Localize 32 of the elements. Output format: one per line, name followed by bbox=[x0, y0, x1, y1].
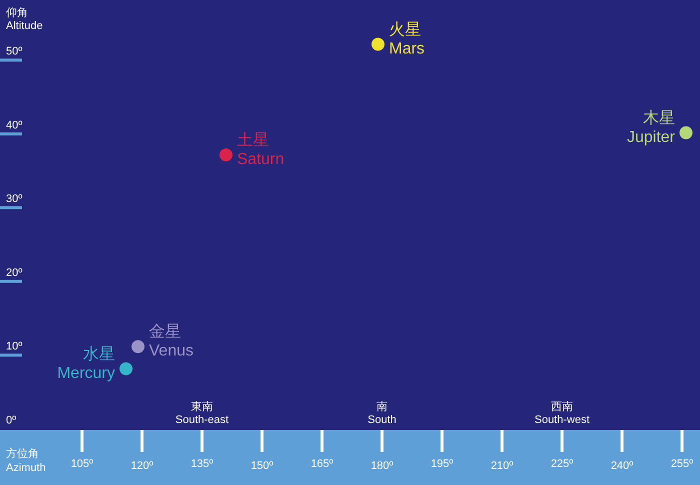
x-tick-label: 165º bbox=[310, 458, 334, 470]
y-tick-label: 20º bbox=[6, 266, 22, 279]
x-tick-label: 255º bbox=[670, 458, 694, 470]
point bbox=[120, 362, 132, 376]
point bbox=[372, 38, 384, 51]
x-tick-label: 150º bbox=[250, 460, 274, 472]
x-tick-label: 195º bbox=[430, 458, 454, 470]
y-tick-label: 40º bbox=[6, 119, 22, 132]
y-tick-label: 10º bbox=[6, 340, 22, 353]
point bbox=[220, 148, 232, 162]
x-tick-label: 240º bbox=[610, 460, 634, 472]
x-axis-title: 方位角 Azimuth bbox=[6, 447, 46, 474]
y-tick-label: 0º bbox=[6, 414, 16, 426]
x-tick-label: 225º bbox=[550, 458, 574, 470]
y-tick-label: 50º bbox=[6, 46, 22, 58]
x-tick-label: 105º bbox=[70, 458, 94, 470]
series-label: 木星 Jupiter bbox=[626, 108, 676, 146]
y-tick-label: 30º bbox=[6, 193, 22, 206]
series-label: 火星 Mars bbox=[389, 20, 425, 58]
point bbox=[680, 126, 692, 140]
x-tick-label: 120º bbox=[130, 460, 154, 472]
series-label: 金星 Venus bbox=[149, 324, 194, 360]
x-tick-label: 135º bbox=[190, 458, 214, 470]
series-label: 土星 Saturn bbox=[237, 130, 284, 168]
x-tick-label: 180º bbox=[370, 460, 394, 472]
annotation: 西南 South-west bbox=[534, 400, 590, 426]
x-tick-label: 210º bbox=[490, 460, 514, 472]
annotation: 東南 South-east bbox=[175, 400, 229, 426]
annotation: 南 South bbox=[368, 400, 396, 426]
point bbox=[132, 340, 144, 354]
y-axis-title: 仰角 Altitude bbox=[6, 7, 43, 32]
series-label: 水星 Mercury bbox=[57, 344, 115, 382]
